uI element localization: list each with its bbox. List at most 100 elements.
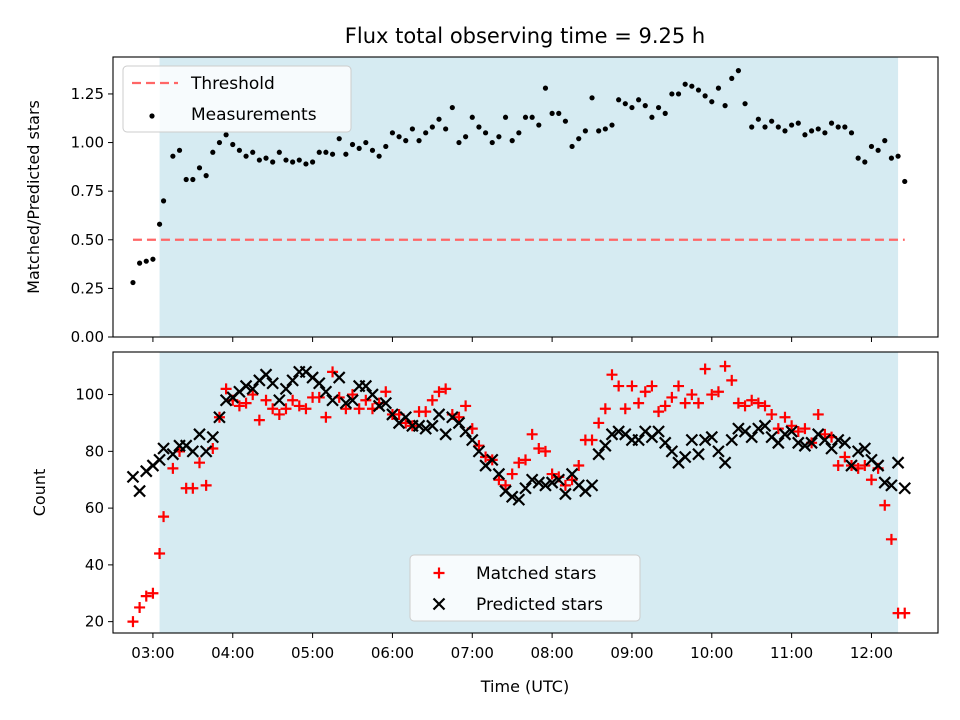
measurement-point [902,178,908,185]
measurement-point [822,130,828,136]
matched-point [712,386,724,398]
measurement-point [762,124,768,130]
measurement-point [862,159,868,165]
legend-predicted-swatch [432,597,446,611]
legend-box [122,65,352,133]
matched-point [253,414,265,426]
measurement-point [828,120,835,126]
matched-point [127,616,139,628]
measurement-point [842,124,848,130]
predicted-point [492,467,506,481]
measurement-point [669,91,675,97]
measurement-point [808,128,815,134]
measurement-point [815,126,821,132]
predicted-point [279,382,293,396]
measurement-point [290,159,296,165]
measurement-point [396,134,402,140]
legend-predicted-label: Predicted stars [476,595,603,615]
matched-point [606,369,618,381]
matched-point [673,380,685,392]
measurement-point [895,153,901,159]
predicted-point [898,481,912,495]
matched-point [506,468,518,480]
matched-point [273,408,285,420]
measurement-point [542,85,549,91]
matched-point [679,397,691,409]
matched-point [819,428,831,440]
measurement-point [283,157,289,163]
predicted-point [157,442,170,455]
matched-point [779,411,791,423]
predicted-point [785,425,798,438]
matched-point [493,474,505,486]
legend-matched-swatch [433,567,445,579]
measurement-point [835,124,841,130]
measurement-point [349,141,356,148]
x-tick-label: 03:00 [131,644,174,662]
matched-point [353,403,365,415]
measurement-point [309,159,316,165]
predicted-point [891,456,905,469]
measurement-point [675,91,682,97]
predicted-point [585,479,599,492]
plot-data [130,68,908,286]
legend-matched-label: Matched stars [476,564,596,584]
predicted-point [472,445,486,458]
predicted-point [319,385,333,399]
matched-point [347,389,359,401]
legend-box [409,554,641,622]
matched-point [147,587,159,599]
predicted-point [599,439,612,452]
matched-point [686,389,698,401]
figure-title: Flux total observing time = 9.25 h [345,24,705,48]
predicted-point [705,430,719,444]
matched-point [859,460,871,472]
measurement-point [556,110,562,116]
predicted-point [552,473,566,487]
predicted-point [612,425,625,438]
predicted-point [372,399,386,413]
measurement-point [296,157,302,163]
predicted-point [199,445,213,458]
y-tick-label: 0.25 [71,279,104,297]
predicted-point [665,445,679,458]
matched-point [360,394,372,406]
measurement-point [782,128,788,134]
matched-point [460,400,472,412]
predicted-point [605,428,619,441]
legend: Matched stars Predicted stars [409,554,641,622]
predicted-point [379,396,393,410]
measurement-point [522,114,529,120]
matched-point [613,380,625,392]
x-tick-label: 12:00 [850,644,893,662]
matched-point [879,499,891,511]
matched-point [539,445,551,457]
measurement-point [170,153,176,159]
plot-data [126,360,912,628]
measurement-point [576,136,582,142]
measurement-point [775,124,781,130]
y-tick-label: 1.00 [71,134,104,152]
predicted-point [219,393,233,407]
measurement-point [336,136,342,142]
measurement-point [323,149,329,155]
predicted-point [326,393,339,407]
predicted-point [805,436,818,450]
predicted-point [559,487,572,501]
measurement-point [130,279,136,286]
measurement-point [602,126,608,132]
predicted-point [871,459,885,472]
top-panel: 0.00 0.25 0.50 0.75 1.00 1.25 Matched/Predicte… [24,56,939,346]
measurement-point [536,122,542,128]
measurement-point [735,68,742,74]
measurement-point [562,118,569,124]
measurement-point [888,155,895,161]
matched-point [865,474,877,486]
series-measurements [130,68,908,286]
measurement-point [755,116,761,122]
measurement-point [443,126,449,132]
predicted-point [259,368,273,381]
measurement-point [137,260,143,266]
matched-point [313,391,325,403]
predicted-point [792,436,805,450]
